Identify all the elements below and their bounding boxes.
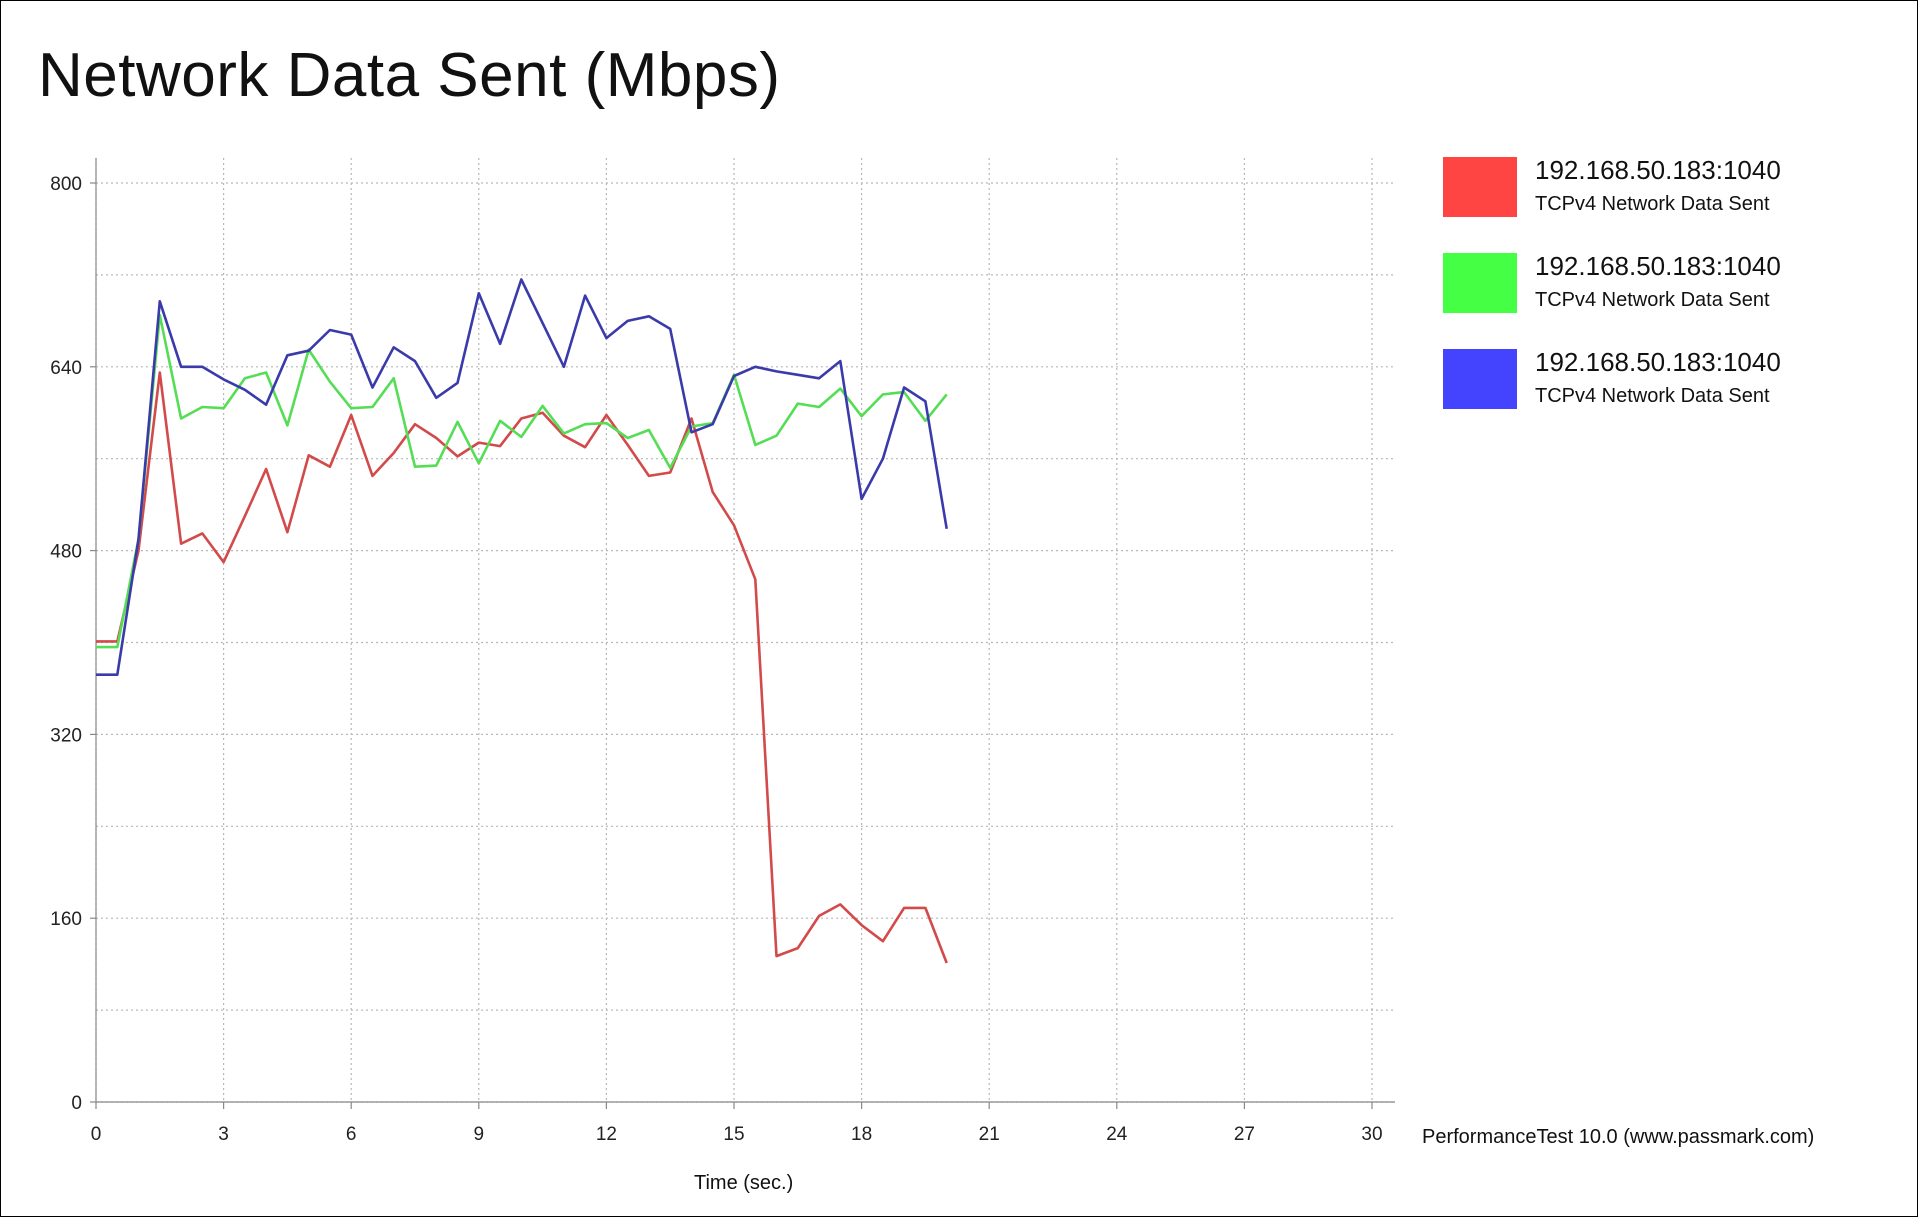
- legend-swatch: [1443, 157, 1517, 217]
- series-line-2: [96, 313, 948, 649]
- legend-swatch: [1443, 253, 1517, 313]
- legend-sublabel: TCPv4 Network Data Sent: [1535, 385, 1770, 407]
- x-tick-label: 0: [91, 1124, 102, 1145]
- x-tick-label: 30: [1361, 1124, 1382, 1145]
- legend-item-green: 192.168.50.183:1040 TCPv4 Network Data S…: [1443, 251, 1863, 347]
- x-tick-label: 21: [979, 1124, 1000, 1145]
- x-tick-label: 9: [474, 1124, 485, 1145]
- y-tick-label: 320: [50, 725, 82, 746]
- x-tick-label: 27: [1234, 1124, 1255, 1145]
- legend-sublabel: TCPv4 Network Data Sent: [1535, 193, 1770, 215]
- y-tick-label: 480: [50, 542, 82, 563]
- x-tick-label: 15: [723, 1124, 744, 1145]
- x-tick-label: 6: [346, 1124, 357, 1145]
- series-line-1: [96, 371, 948, 964]
- legend-item-red: 192.168.50.183:1040 TCPv4 Network Data S…: [1443, 155, 1863, 251]
- x-tick-label: 24: [1106, 1124, 1128, 1145]
- x-tick-label: 12: [596, 1124, 617, 1145]
- x-tick-label: 3: [218, 1124, 229, 1145]
- y-tick-label: 160: [50, 909, 82, 930]
- chart-title: Network Data Sent (Mbps): [38, 41, 781, 110]
- y-tick-label: 640: [50, 358, 82, 379]
- legend-label: 192.168.50.183:1040: [1535, 347, 1781, 377]
- series-line-3: [96, 278, 948, 677]
- legend: 192.168.50.183:1040 TCPv4 Network Data S…: [1443, 155, 1863, 443]
- legend-label: 192.168.50.183:1040: [1535, 251, 1781, 281]
- legend-item-blue: 192.168.50.183:1040 TCPv4 Network Data S…: [1443, 347, 1863, 443]
- y-tick-label: 0: [71, 1093, 82, 1114]
- y-tick-label: 800: [50, 174, 82, 195]
- credit-text: PerformanceTest 10.0 (www.passmark.com): [1422, 1126, 1815, 1148]
- legend-sublabel: TCPv4 Network Data Sent: [1535, 289, 1770, 311]
- x-tick-label: 18: [851, 1124, 872, 1145]
- legend-label: 192.168.50.183:1040: [1535, 155, 1781, 185]
- x-axis-label: Time (sec.): [694, 1172, 794, 1194]
- legend-swatch: [1443, 349, 1517, 409]
